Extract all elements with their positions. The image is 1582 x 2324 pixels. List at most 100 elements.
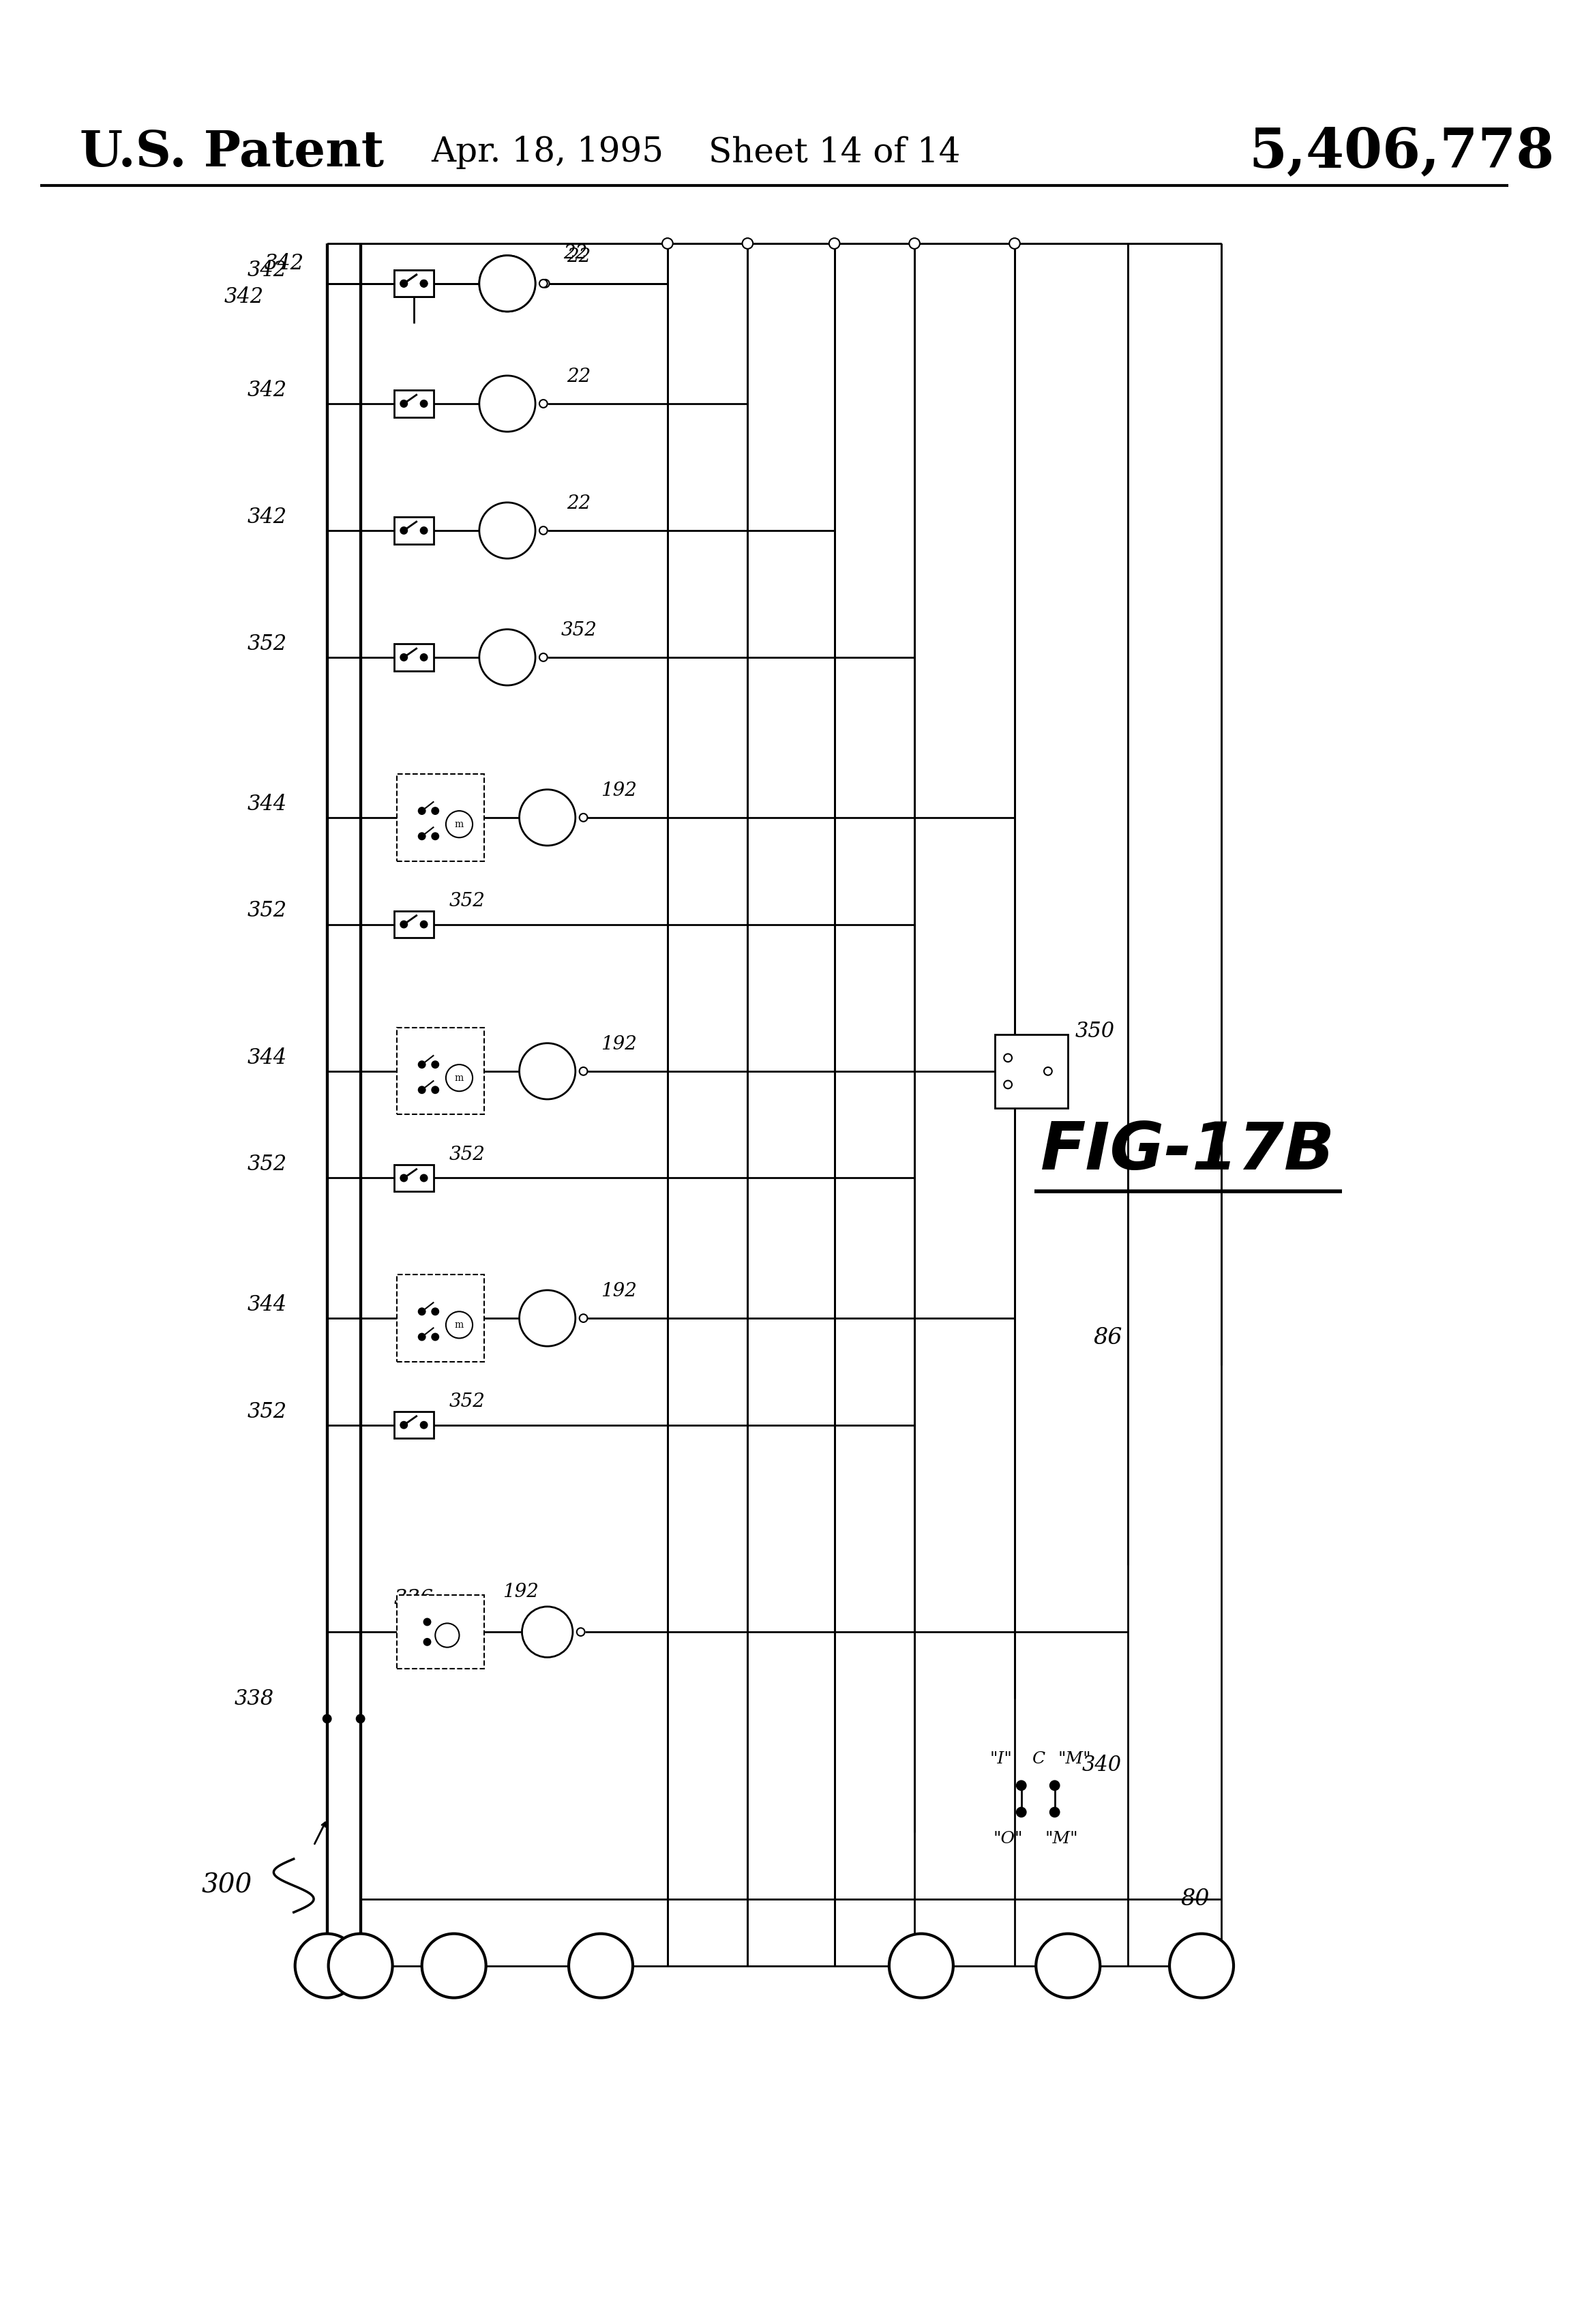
Text: 80: 80 — [1180, 1887, 1209, 1910]
Circle shape — [294, 1934, 359, 1999]
Circle shape — [419, 1062, 426, 1067]
Text: "I": "I" — [990, 1750, 1012, 1766]
Circle shape — [421, 1422, 427, 1429]
Circle shape — [479, 256, 535, 311]
Circle shape — [421, 653, 427, 660]
Text: U.S. Patent: U.S. Patent — [81, 128, 384, 177]
Circle shape — [400, 920, 407, 927]
Text: C: C — [1031, 1750, 1044, 1766]
Circle shape — [522, 1606, 573, 1657]
Text: Sheet 14 of 14: Sheet 14 of 14 — [709, 135, 960, 170]
Circle shape — [579, 813, 587, 823]
Text: A: A — [351, 1954, 369, 1978]
Text: 5,406,778: 5,406,778 — [1248, 125, 1555, 179]
Text: A: A — [445, 1954, 462, 1978]
Bar — [394, 390, 433, 416]
Text: 22: 22 — [566, 367, 590, 386]
Text: 22: 22 — [563, 244, 587, 263]
Bar — [394, 911, 433, 937]
Circle shape — [446, 1064, 473, 1092]
Circle shape — [1009, 237, 1020, 249]
Circle shape — [329, 1934, 392, 1999]
Circle shape — [432, 1334, 438, 1341]
Text: 352: 352 — [560, 621, 596, 639]
Bar — [394, 1411, 433, 1439]
Text: A: A — [1193, 1954, 1210, 1978]
Circle shape — [419, 1088, 426, 1092]
Circle shape — [419, 1308, 426, 1315]
Circle shape — [400, 281, 407, 286]
Text: m: m — [454, 820, 464, 830]
Circle shape — [519, 790, 576, 846]
Circle shape — [1169, 1934, 1234, 1999]
Circle shape — [419, 806, 426, 813]
Circle shape — [400, 528, 407, 535]
Circle shape — [421, 400, 427, 407]
Circle shape — [479, 502, 535, 558]
Text: m: m — [454, 1074, 464, 1083]
Circle shape — [421, 528, 427, 535]
Text: Apr. 18, 1995: Apr. 18, 1995 — [430, 135, 664, 170]
Circle shape — [432, 832, 438, 839]
Text: A: A — [318, 1954, 335, 1978]
Circle shape — [1005, 1053, 1012, 1062]
Text: 192: 192 — [601, 781, 638, 799]
Circle shape — [541, 279, 549, 288]
Circle shape — [1017, 1780, 1027, 1789]
Circle shape — [424, 1638, 430, 1645]
Circle shape — [419, 832, 426, 839]
Circle shape — [400, 1174, 407, 1181]
Text: 342: 342 — [247, 507, 286, 528]
Text: 352: 352 — [449, 892, 486, 911]
Text: 300: 300 — [201, 1873, 252, 1899]
Text: 352: 352 — [449, 1392, 486, 1411]
Text: 342: 342 — [247, 260, 286, 281]
Circle shape — [323, 1715, 331, 1722]
Circle shape — [539, 400, 547, 407]
Circle shape — [400, 400, 407, 407]
Circle shape — [400, 1422, 407, 1429]
Text: 342: 342 — [247, 379, 286, 400]
Circle shape — [1036, 1934, 1099, 1999]
Circle shape — [421, 1174, 427, 1181]
Circle shape — [432, 1308, 438, 1315]
Text: 192: 192 — [503, 1583, 539, 1601]
Text: 344: 344 — [247, 1294, 286, 1315]
Circle shape — [356, 1715, 364, 1722]
Circle shape — [435, 1622, 459, 1648]
Circle shape — [424, 1618, 430, 1624]
Circle shape — [910, 237, 919, 249]
Circle shape — [889, 1934, 954, 1999]
Text: 22: 22 — [566, 495, 590, 514]
Text: 86: 86 — [1093, 1327, 1123, 1350]
Text: 344: 344 — [247, 1048, 286, 1069]
Text: 340: 340 — [1082, 1755, 1122, 1776]
Text: 352: 352 — [247, 899, 286, 923]
Circle shape — [479, 630, 535, 686]
Bar — [397, 1027, 484, 1116]
Circle shape — [432, 1062, 438, 1067]
Circle shape — [742, 237, 753, 249]
Text: 342: 342 — [225, 286, 264, 307]
Bar — [394, 518, 433, 544]
Text: "O": "O" — [993, 1831, 1024, 1848]
Circle shape — [479, 376, 535, 432]
Circle shape — [1050, 1780, 1060, 1789]
Circle shape — [519, 1043, 576, 1099]
Circle shape — [579, 1067, 587, 1076]
Circle shape — [419, 1334, 426, 1341]
Text: 336: 336 — [394, 1587, 433, 1608]
Circle shape — [829, 237, 840, 249]
Circle shape — [577, 1627, 585, 1636]
Circle shape — [400, 653, 407, 660]
Text: "M": "M" — [1044, 1831, 1077, 1848]
Circle shape — [422, 1934, 486, 1999]
Text: 192: 192 — [601, 1283, 638, 1301]
Circle shape — [446, 1311, 473, 1339]
Circle shape — [1050, 1808, 1060, 1817]
Circle shape — [1017, 1808, 1027, 1817]
Circle shape — [400, 281, 407, 286]
Text: 352: 352 — [247, 1401, 286, 1422]
Text: "M": "M" — [1058, 1750, 1092, 1766]
Text: m: m — [454, 1320, 464, 1329]
